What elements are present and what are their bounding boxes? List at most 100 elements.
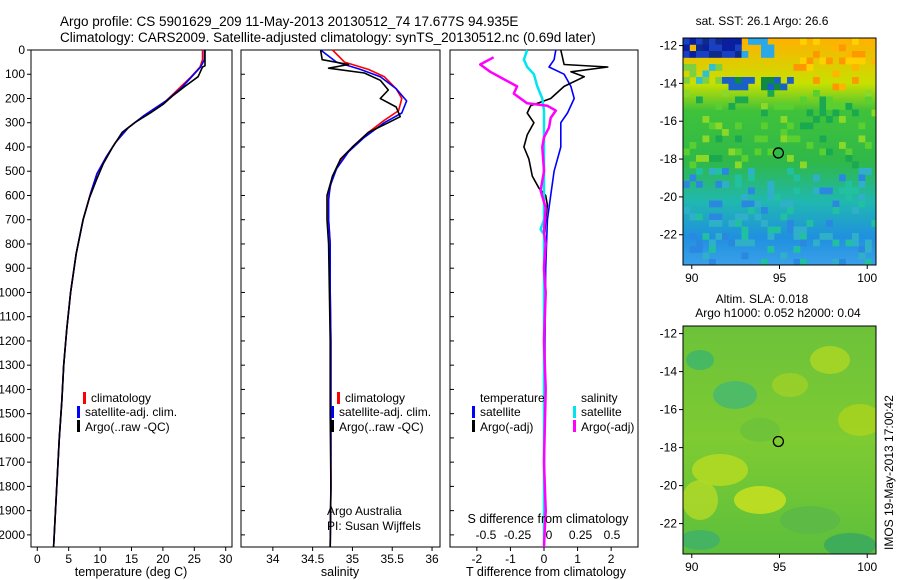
sst-pixel	[819, 103, 827, 110]
lon-tick-label: 100	[857, 271, 877, 285]
figure-title-line1: Argo profile: CS 5901629_209 11-May-2013…	[60, 14, 518, 29]
legend-label-satellite: satellite-adj. clim.	[339, 405, 431, 419]
sst-pixel	[780, 129, 788, 136]
legend-swatch-sal-argo	[573, 420, 576, 432]
depth-tick-label: 1600	[0, 431, 25, 445]
sst-pixel	[800, 38, 807, 45]
legend-label-sal-argo: Argo(-adj)	[581, 420, 634, 434]
sst-pixel	[735, 239, 742, 247]
sst-pixel	[728, 103, 736, 110]
sst-pixel	[709, 200, 716, 208]
sst-pixel	[871, 57, 876, 65]
sst-pixel	[715, 64, 723, 71]
legend-swatch-argo	[331, 420, 334, 432]
sla-anomaly-patch	[772, 373, 808, 397]
sst-pixel	[715, 103, 723, 110]
difference-plot: -2 -1 0 1 2 -0.5 -0.25 0 0.25 0.5	[472, 49, 621, 566]
lat-tick-label: -12	[660, 39, 678, 53]
lat-tick-label: -20	[660, 190, 678, 204]
legend-swatch-temp-argo	[472, 420, 475, 432]
sst-pixel	[871, 220, 876, 227]
series-line-satellite-adj-clim-	[52, 50, 206, 548]
s-difference-axis-label: S difference from climatology	[468, 512, 630, 526]
sst-pixel	[813, 116, 820, 123]
sst-pixel	[865, 239, 872, 247]
sst-pixel	[800, 57, 807, 65]
legend-swatch-temp-satellite	[472, 406, 475, 418]
sst-pixel	[793, 246, 801, 253]
sst-pixel	[858, 51, 866, 58]
sst-pixel	[754, 135, 762, 143]
sst-pixel	[774, 226, 781, 234]
sst-pixel	[728, 83, 736, 91]
depth-tick-label: 400	[5, 140, 25, 154]
lat-tick-label: -16	[660, 114, 678, 128]
sst-pixel	[702, 155, 710, 162]
imos-timestamp: IMOS 19-May-2013 17:00:42	[882, 395, 896, 550]
sst-pixel	[865, 246, 872, 253]
sst-pixel	[741, 83, 749, 91]
sst-pixel	[709, 38, 716, 45]
sst-pixel	[839, 44, 846, 52]
sst-pixel	[761, 77, 768, 84]
sst-pixel	[748, 38, 755, 45]
legend-swatch-argo	[77, 420, 80, 432]
depth-axis: 0 100 200 300 400 500 600 700 800 900 1000 1100 1200…	[0, 43, 454, 542]
sst-pixel	[715, 200, 723, 208]
sst-pixel	[858, 246, 866, 253]
legend-heading-temperature: temperature	[480, 391, 545, 405]
sst-pixel	[774, 103, 781, 110]
legend-swatch-sal-satellite	[573, 406, 576, 418]
sst-pixel	[832, 207, 840, 214]
x-tick-label: -1	[505, 552, 516, 566]
sst-pixel	[709, 51, 716, 58]
lat-tick-label: -18	[660, 152, 678, 166]
sst-pixel	[709, 246, 716, 253]
sst-pixel	[735, 122, 742, 130]
sst-pixel	[832, 83, 840, 91]
lat-tick-label: -14	[660, 365, 678, 379]
sst-pixel	[761, 220, 768, 227]
depth-tick-label: 1400	[0, 382, 25, 396]
legend-label-sal-satellite: satellite	[581, 405, 622, 419]
sst-pixel	[767, 226, 775, 234]
sst-pixel	[748, 77, 755, 84]
sst-pixel	[722, 181, 729, 188]
sst-pixel	[865, 90, 872, 97]
sst-pixel	[728, 44, 736, 52]
sst-pixel	[735, 83, 742, 91]
sst-pixel	[787, 168, 794, 175]
difference-legend: temperature satellite Argo(-adj) salinit…	[472, 391, 634, 434]
sst-pixel	[839, 57, 846, 65]
salinity-panel-frame	[240, 49, 441, 548]
sst-pixel	[715, 220, 723, 227]
sla-anomaly-patch	[824, 533, 876, 554]
sst-pixel	[767, 90, 775, 97]
sst-pixel	[761, 38, 768, 45]
sst-pixel	[767, 233, 775, 240]
sst-pixel	[852, 207, 859, 214]
sst-pixel	[715, 155, 723, 162]
sst-pixel	[702, 70, 710, 78]
sst-pixel	[689, 233, 697, 240]
sst-pixel	[702, 77, 710, 84]
legend-swatch-climatology	[337, 392, 340, 404]
sst-pixel	[767, 148, 775, 156]
sst-pixel	[735, 181, 742, 188]
sst-pixel	[722, 38, 729, 45]
sst-pixel	[741, 239, 749, 247]
lat-tick-label: -18	[660, 441, 678, 455]
sst-pixel	[774, 83, 781, 91]
sst-pixel	[741, 252, 749, 260]
sst-pixel	[852, 64, 859, 71]
sst-pixel	[728, 38, 736, 45]
sst-pixel	[728, 77, 736, 84]
sst-pixel	[826, 57, 833, 65]
sst-pixel	[741, 155, 749, 162]
sst-pixel	[787, 77, 794, 84]
sst-pixel	[761, 135, 768, 143]
sst-pixel	[735, 213, 742, 221]
legend-label-satellite: satellite-adj. clim.	[85, 405, 177, 419]
sst-pixel	[865, 259, 872, 265]
sst-pixel	[696, 77, 703, 84]
